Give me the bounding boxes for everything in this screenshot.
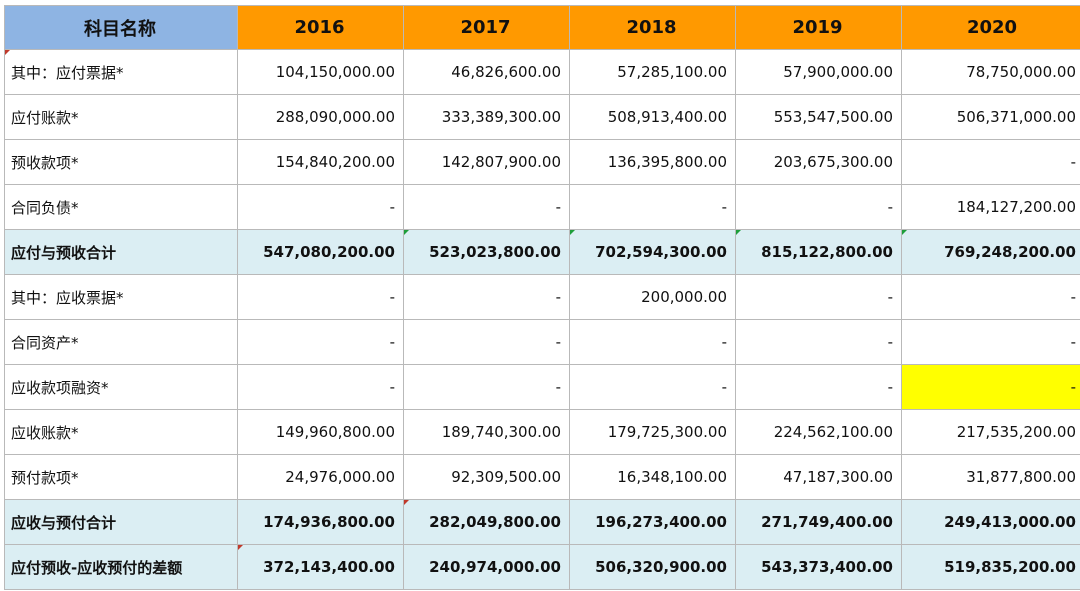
value-cell[interactable]: 136,395,800.00 <box>569 139 736 185</box>
value-cell[interactable]: 506,371,000.00 <box>901 94 1080 140</box>
value-cell[interactable]: 249,413,000.00 <box>901 499 1080 545</box>
header-year-2020[interactable]: 2020 <box>901 5 1080 50</box>
value-cell[interactable]: 547,080,200.00 <box>237 229 404 275</box>
header-year-2018[interactable]: 2018 <box>569 5 736 50</box>
value-cell[interactable]: - <box>735 364 902 410</box>
value-cell[interactable]: - <box>237 274 404 320</box>
value-cell[interactable]: 282,049,800.00 <box>403 499 570 545</box>
table-row: 预收款项* 154,840,200.00 142,807,900.00 136,… <box>4 139 1080 185</box>
row-label-cell[interactable]: 合同负债* <box>4 184 238 230</box>
value-cell[interactable]: 553,547,500.00 <box>735 94 902 140</box>
value-cell[interactable]: - <box>735 274 902 320</box>
value-cell[interactable]: 46,826,600.00 <box>403 49 570 95</box>
value-cell[interactable]: - <box>403 274 570 320</box>
table-row: 应付账款* 288,090,000.00 333,389,300.00 508,… <box>4 94 1080 140</box>
row-label-cell[interactable]: 合同资产* <box>4 319 238 365</box>
value-cell[interactable]: - <box>735 319 902 365</box>
value-cell[interactable]: - <box>901 139 1080 185</box>
value-cell[interactable]: 142,807,900.00 <box>403 139 570 185</box>
value-cell[interactable]: 24,976,000.00 <box>237 454 404 500</box>
value-cell[interactable]: 57,900,000.00 <box>735 49 902 95</box>
value-cell[interactable]: 200,000.00 <box>569 274 736 320</box>
row-label-cell[interactable]: 应付预收-应收预付的差额 <box>4 544 238 590</box>
table-row: 其中：应付票据* 104,150,000.00 46,826,600.00 57… <box>4 49 1080 95</box>
value-cell[interactable]: 179,725,300.00 <box>569 409 736 455</box>
value-cell[interactable]: - <box>237 184 404 230</box>
row-label-cell[interactable]: 预付款项* <box>4 454 238 500</box>
value-cell[interactable]: - <box>403 319 570 365</box>
value-cell[interactable]: - <box>901 274 1080 320</box>
row-label-cell[interactable]: 其中：应收票据* <box>4 274 238 320</box>
value-cell[interactable]: 57,285,100.00 <box>569 49 736 95</box>
subtotal-row: 应收与预付合计 174,936,800.00 282,049,800.00 19… <box>4 499 1080 545</box>
value-cell[interactable]: 203,675,300.00 <box>735 139 902 185</box>
header-year-2016[interactable]: 2016 <box>237 5 404 50</box>
table-row: 合同负债* - - - - 184,127,200.00 <box>4 184 1080 230</box>
row-label-cell[interactable]: 应付账款* <box>4 94 238 140</box>
row-label-cell[interactable]: 预收款项* <box>4 139 238 185</box>
highlighted-value-cell[interactable]: - <box>901 364 1080 410</box>
value-cell[interactable]: 815,122,800.00 <box>735 229 902 275</box>
value-cell[interactable]: 271,749,400.00 <box>735 499 902 545</box>
header-row: 科目名称 2016 2017 2018 2019 2020 <box>4 5 1080 50</box>
table-row: 合同资产* - - - - - <box>4 319 1080 365</box>
header-label-cell[interactable]: 科目名称 <box>4 5 238 50</box>
row-label-cell[interactable]: 应收与预付合计 <box>4 499 238 545</box>
value-cell[interactable]: 31,877,800.00 <box>901 454 1080 500</box>
value-cell[interactable]: 149,960,800.00 <box>237 409 404 455</box>
value-cell[interactable]: - <box>901 319 1080 365</box>
table-row: 其中：应收票据* - - 200,000.00 - - <box>4 274 1080 320</box>
value-cell[interactable]: - <box>403 184 570 230</box>
value-cell[interactable]: 16,348,100.00 <box>569 454 736 500</box>
value-cell[interactable]: - <box>237 319 404 365</box>
value-cell[interactable]: 184,127,200.00 <box>901 184 1080 230</box>
value-cell[interactable]: - <box>569 364 736 410</box>
table-row: 应收款项融资* - - - - - <box>4 364 1080 410</box>
table-row: 预付款项* 24,976,000.00 92,309,500.00 16,348… <box>4 454 1080 500</box>
value-cell[interactable]: 217,535,200.00 <box>901 409 1080 455</box>
value-cell[interactable]: 174,936,800.00 <box>237 499 404 545</box>
value-cell[interactable]: 78,750,000.00 <box>901 49 1080 95</box>
row-label-cell[interactable]: 应收款项融资* <box>4 364 238 410</box>
value-cell[interactable]: 333,389,300.00 <box>403 94 570 140</box>
row-label-cell[interactable]: 应收账款* <box>4 409 238 455</box>
table-row: 应收账款* 149,960,800.00 189,740,300.00 179,… <box>4 409 1080 455</box>
value-cell[interactable]: 702,594,300.00 <box>569 229 736 275</box>
value-cell[interactable]: 372,143,400.00 <box>237 544 404 590</box>
value-cell[interactable]: 240,974,000.00 <box>403 544 570 590</box>
value-cell[interactable]: 92,309,500.00 <box>403 454 570 500</box>
value-cell[interactable]: 523,023,800.00 <box>403 229 570 275</box>
value-cell[interactable]: 519,835,200.00 <box>901 544 1080 590</box>
difference-row: 应付预收-应收预付的差额 372,143,400.00 240,974,000.… <box>4 544 1080 590</box>
value-cell[interactable]: - <box>735 184 902 230</box>
value-cell[interactable]: 288,090,000.00 <box>237 94 404 140</box>
value-cell[interactable]: 154,840,200.00 <box>237 139 404 185</box>
row-label-cell[interactable]: 应付与预收合计 <box>4 229 238 275</box>
header-year-2017[interactable]: 2017 <box>403 5 570 50</box>
value-cell[interactable]: - <box>569 319 736 365</box>
value-cell[interactable]: 543,373,400.00 <box>735 544 902 590</box>
value-cell[interactable]: 104,150,000.00 <box>237 49 404 95</box>
value-cell[interactable]: - <box>569 184 736 230</box>
value-cell[interactable]: 196,273,400.00 <box>569 499 736 545</box>
financial-table: 科目名称 2016 2017 2018 2019 2020 其中：应付票据* 1… <box>4 5 1080 590</box>
value-cell[interactable]: 506,320,900.00 <box>569 544 736 590</box>
value-cell[interactable]: 508,913,400.00 <box>569 94 736 140</box>
value-cell[interactable]: - <box>237 364 404 410</box>
header-year-2019[interactable]: 2019 <box>735 5 902 50</box>
value-cell[interactable]: - <box>403 364 570 410</box>
value-cell[interactable]: 224,562,100.00 <box>735 409 902 455</box>
row-label-cell[interactable]: 其中：应付票据* <box>4 49 238 95</box>
value-cell[interactable]: 769,248,200.00 <box>901 229 1080 275</box>
subtotal-row: 应付与预收合计 547,080,200.00 523,023,800.00 70… <box>4 229 1080 275</box>
value-cell[interactable]: 189,740,300.00 <box>403 409 570 455</box>
value-cell[interactable]: 47,187,300.00 <box>735 454 902 500</box>
